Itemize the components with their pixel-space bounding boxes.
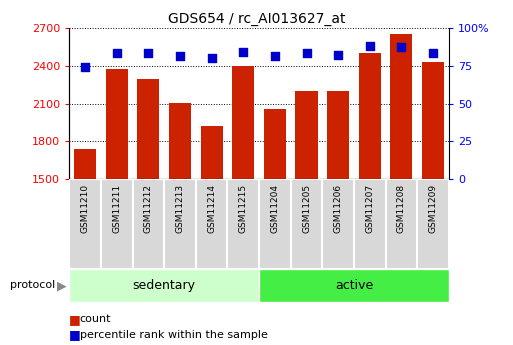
Point: [207, 55, 215, 61]
Point: [334, 52, 342, 58]
Text: GSM11208: GSM11208: [397, 184, 406, 233]
Text: GSM11211: GSM11211: [112, 184, 121, 233]
Point: [302, 51, 310, 56]
Bar: [196, 179, 227, 269]
Text: GSM11207: GSM11207: [365, 184, 374, 233]
Bar: [354, 179, 386, 269]
Point: [113, 51, 121, 56]
Text: GSM11204: GSM11204: [270, 184, 280, 233]
Bar: [322, 179, 354, 269]
Bar: [227, 179, 259, 269]
Bar: [101, 179, 132, 269]
Text: GSM11215: GSM11215: [239, 184, 248, 233]
Text: count: count: [80, 314, 111, 324]
Bar: [69, 269, 259, 302]
Text: GSM11214: GSM11214: [207, 184, 216, 233]
Text: ▶: ▶: [57, 279, 67, 292]
Bar: [69, 179, 101, 269]
Point: [239, 49, 247, 55]
Point: [176, 54, 184, 59]
Text: GDS654 / rc_AI013627_at: GDS654 / rc_AI013627_at: [168, 12, 345, 26]
Bar: [295, 91, 318, 179]
Bar: [327, 91, 349, 179]
Point: [144, 51, 152, 56]
Text: GSM11206: GSM11206: [333, 184, 343, 233]
Bar: [390, 34, 412, 179]
Bar: [386, 179, 417, 269]
Bar: [74, 149, 96, 179]
Point: [429, 51, 437, 56]
Text: sedentary: sedentary: [133, 279, 195, 292]
Text: percentile rank within the sample: percentile rank within the sample: [80, 330, 267, 339]
Bar: [106, 69, 128, 179]
Bar: [169, 104, 191, 179]
Text: ■: ■: [69, 328, 81, 341]
Bar: [264, 109, 286, 179]
Point: [81, 64, 89, 70]
Text: protocol: protocol: [10, 280, 59, 290]
Text: GSM11210: GSM11210: [81, 184, 90, 233]
Bar: [259, 179, 291, 269]
Bar: [201, 126, 223, 179]
Text: GSM11212: GSM11212: [144, 184, 153, 233]
Text: GSM11209: GSM11209: [428, 184, 438, 233]
Bar: [422, 62, 444, 179]
Bar: [164, 179, 196, 269]
Bar: [359, 53, 381, 179]
Bar: [232, 66, 254, 179]
Point: [397, 45, 405, 50]
Bar: [259, 269, 449, 302]
Bar: [291, 179, 322, 269]
Point: [271, 54, 279, 59]
Bar: [137, 79, 160, 179]
Text: ■: ■: [69, 313, 81, 326]
Text: active: active: [335, 279, 373, 292]
Text: GSM11205: GSM11205: [302, 184, 311, 233]
Point: [366, 43, 374, 49]
Text: GSM11213: GSM11213: [175, 184, 185, 233]
Bar: [417, 179, 449, 269]
Bar: [132, 179, 164, 269]
